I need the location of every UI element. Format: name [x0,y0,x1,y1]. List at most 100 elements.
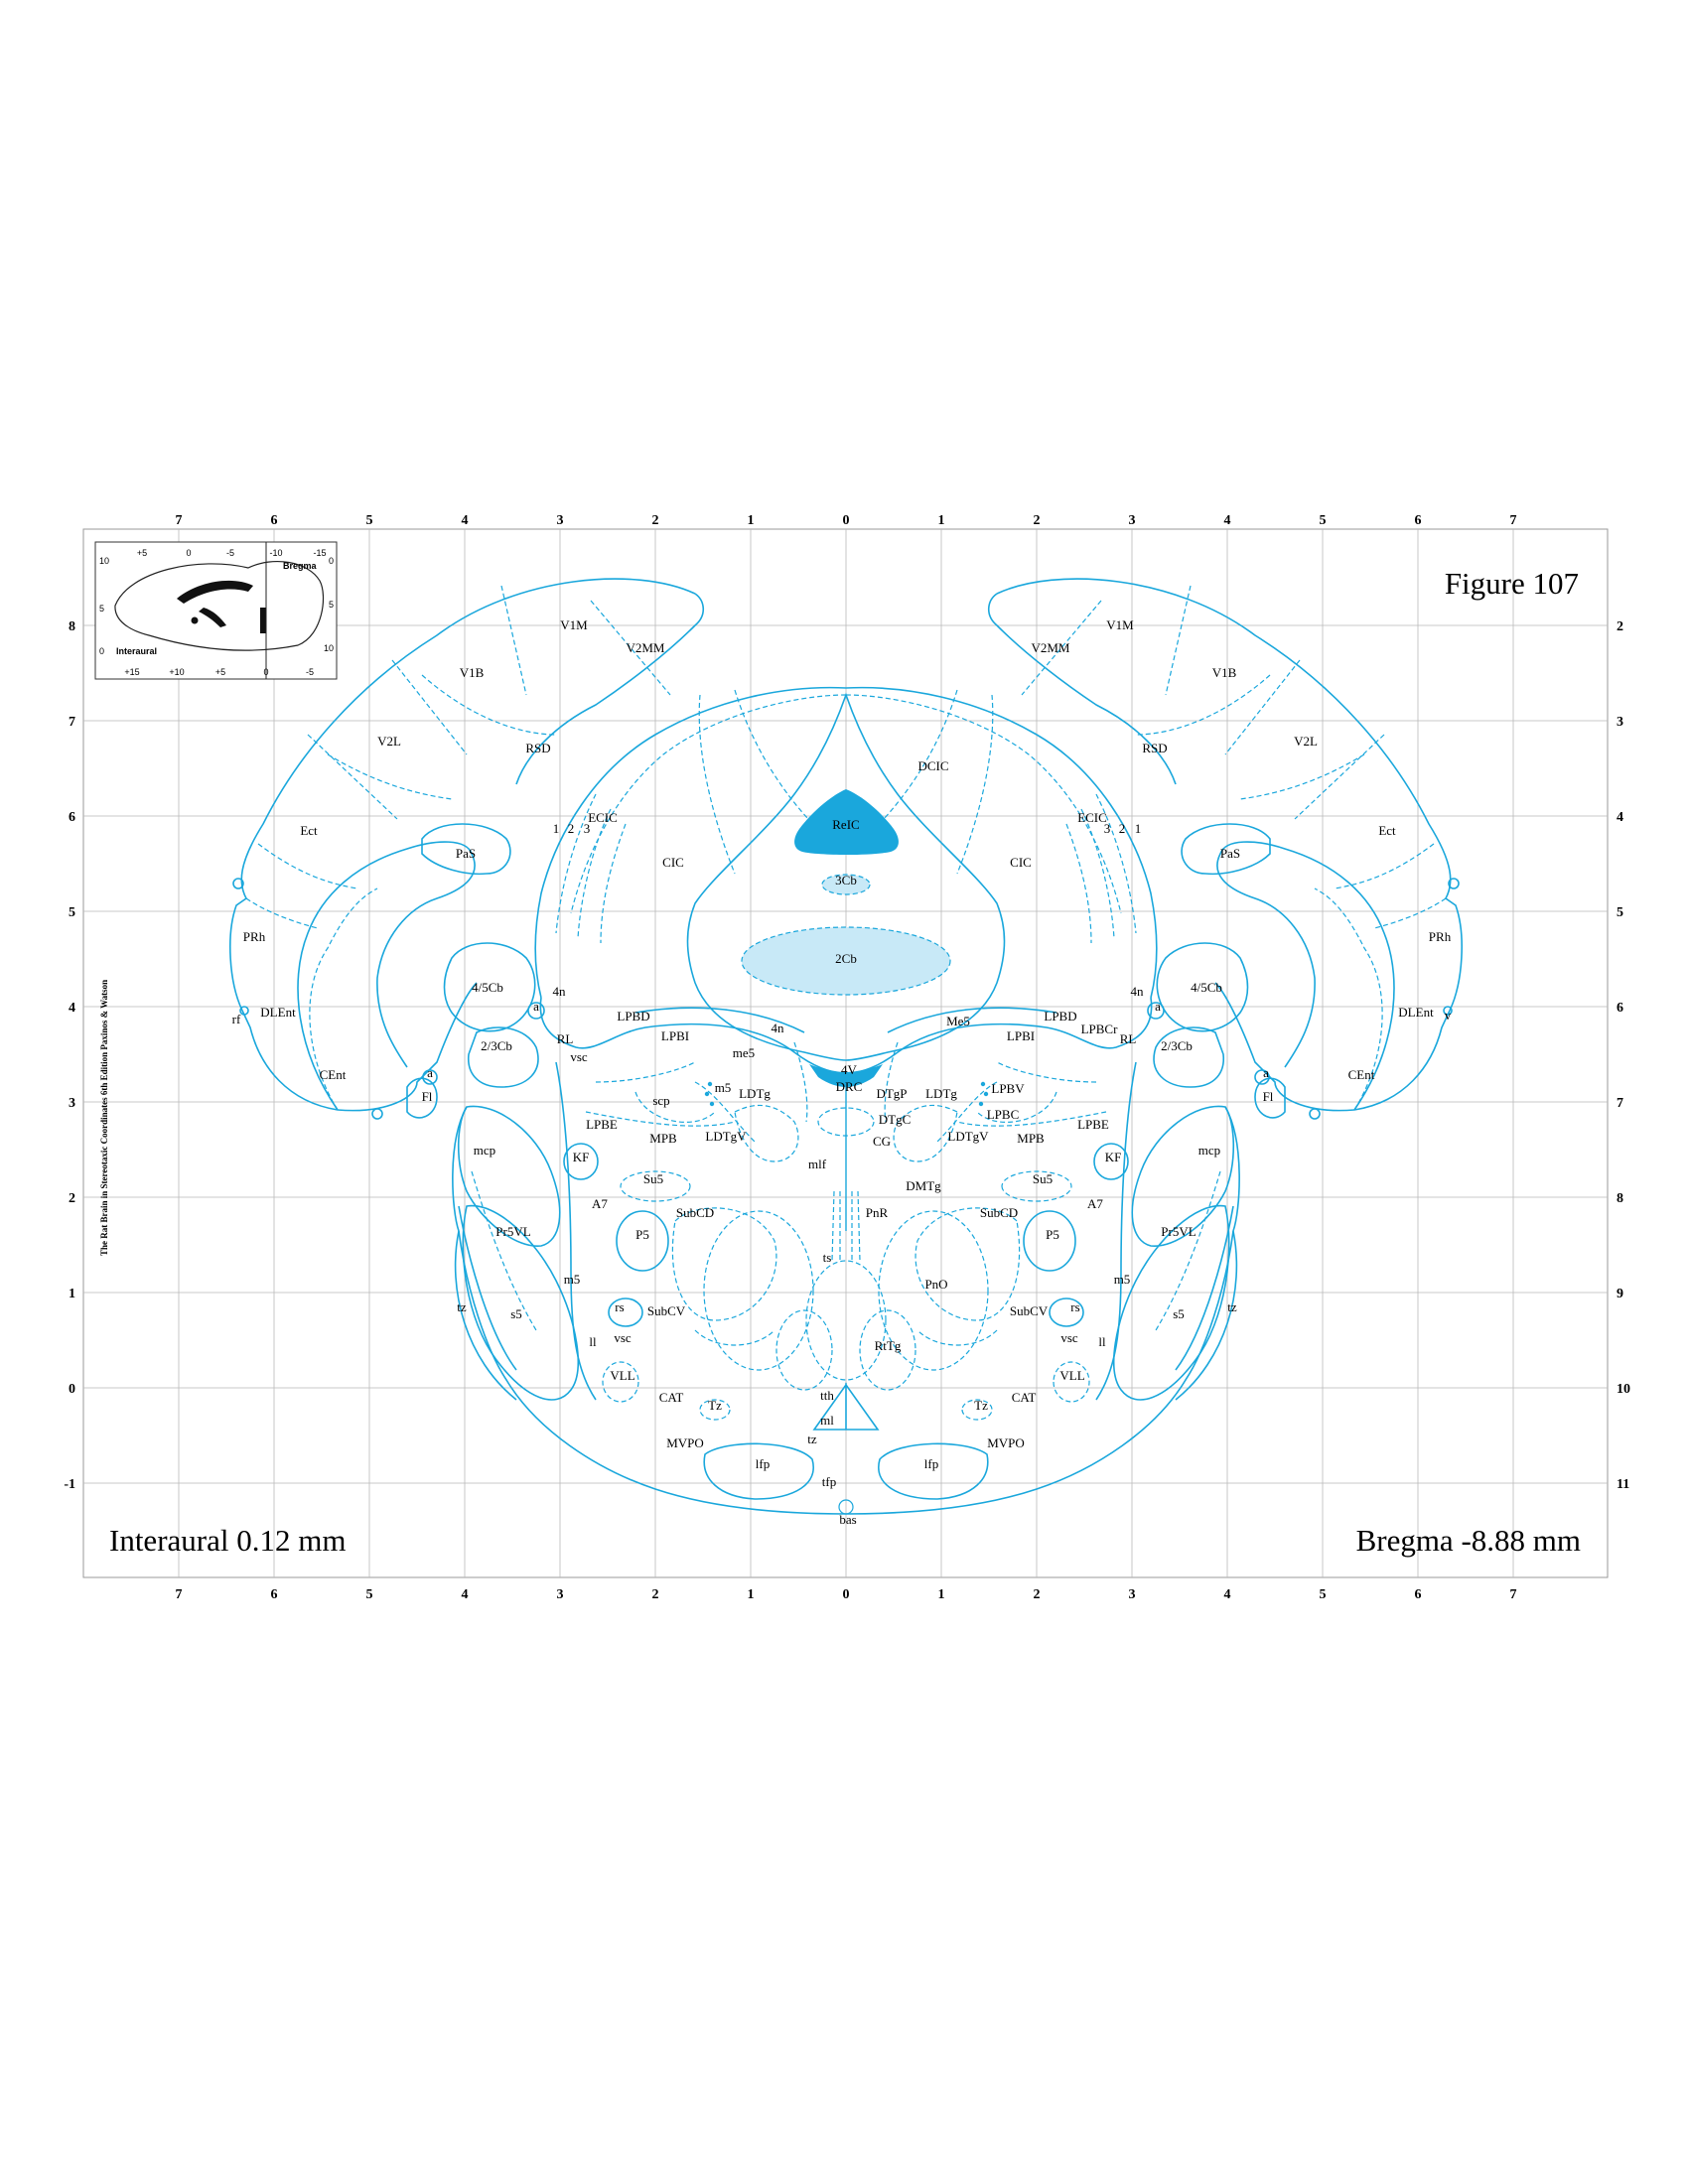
structure-label: CIC [1010,855,1032,870]
structure-label: V2L [1294,734,1318,749]
structure-label: MPB [1017,1131,1045,1146]
structure-label: CAT [1012,1390,1037,1405]
structure-label: scp [652,1093,669,1108]
structure-label: vsc [614,1330,632,1345]
inset-right-label: 10 [324,643,334,653]
inset-top-label: +5 [137,548,147,558]
inset-bottom-label: +15 [124,667,139,677]
inset-left-label: 0 [99,646,104,656]
structure-label: LDTgV [947,1129,989,1144]
structure-label: mcp [474,1143,495,1158]
structure-label: Fl [422,1089,433,1104]
structure-label: 2 [1119,821,1126,836]
left-tick: 2 [69,1191,75,1206]
bottom-tick: 1 [748,1587,755,1602]
structure-label: ts [823,1250,832,1265]
structure-label: V2L [377,734,401,749]
right-tick: 11 [1617,1477,1629,1492]
structure-label: DLEnt [1398,1005,1434,1020]
inset-top-label: -10 [269,548,282,558]
structure-label: RSD [1142,741,1167,755]
structure-label: LPBV [991,1081,1025,1096]
left-tick: 3 [69,1096,75,1111]
right-tick: 5 [1617,905,1623,920]
left-tick: 1 [69,1287,75,1301]
structure-label: ll [1098,1334,1106,1349]
structure-label: 4n [553,984,567,999]
side-credit: The Rat Brain in Stereotaxic Coordinates… [99,980,109,1256]
right-tick: 6 [1617,1001,1623,1016]
inset-top-label: -15 [313,548,326,558]
structure-label: 1 [553,821,560,836]
right-tick: 8 [1617,1191,1623,1206]
left-tick: 6 [69,810,75,825]
structure-label: Tz [708,1398,722,1413]
bottom-tick: 2 [652,1587,659,1602]
structure-label: 2/3Cb [1161,1038,1193,1053]
structure-label: MPB [649,1131,677,1146]
structure-label: me5 [733,1045,755,1060]
structure-label: a [427,1065,433,1080]
structure-label: V1M [1106,617,1134,632]
structure-label: 4n [772,1021,785,1035]
bottom-tick: 4 [1224,1587,1231,1602]
structure-label: rs [615,1299,624,1314]
bottom-tick: 7 [176,1587,183,1602]
structure-label: RL [1120,1031,1137,1046]
structure-label: LPBE [1077,1117,1109,1132]
structure-label: m5 [715,1080,732,1095]
structure-label: 2 [568,821,575,836]
structure-label: s5 [1173,1306,1185,1321]
bottom-tick: 5 [366,1587,373,1602]
structure-label: Ect [300,823,318,838]
structure-label: RSD [525,741,550,755]
left-tick: -1 [64,1477,75,1492]
structure-label: DLEnt [260,1005,296,1020]
inset-right-label: 5 [329,600,334,610]
top-tick: 1 [938,513,945,528]
right-tick: 7 [1617,1096,1623,1111]
structure-label: 4/5Cb [472,980,503,995]
structure-label: 3 [584,821,591,836]
structure-label: Pr5VL [495,1224,530,1239]
bottom-tick: 3 [557,1587,564,1602]
top-tick: 5 [366,513,373,528]
bottom-tick: 6 [1415,1587,1422,1602]
structure-label: ECIC [588,810,618,825]
left-tick: 5 [69,905,75,920]
structure-label: CAT [659,1390,684,1405]
structure-label: DRC [836,1079,863,1094]
structure-label: Su5 [1033,1171,1053,1186]
structure-label: KF [573,1150,590,1164]
structure-label: RL [557,1031,574,1046]
structure-label: m5 [1114,1272,1131,1287]
3cb-region [821,874,871,895]
structure-label: tz [1227,1299,1237,1314]
midline-structures [634,692,1057,1515]
structure-label: LDTg [925,1086,957,1101]
structure-label: LDTg [739,1086,771,1101]
structure-label: A7 [1087,1196,1103,1211]
right-tick: 9 [1617,1287,1623,1301]
4v-region [809,1064,883,1087]
frame [82,528,1609,1578]
structure-label: rf [232,1012,241,1026]
structure-label: V1M [560,617,588,632]
structure-label: Fl [1263,1089,1274,1104]
structure-label: PRh [243,929,266,944]
structure-label: DTgP [876,1086,907,1101]
structure-label: ll [589,1334,597,1349]
structure-label: Pr5VL [1161,1224,1196,1239]
structure-label: DMTg [906,1178,941,1193]
structure-label: s5 [510,1306,522,1321]
bottom-tick: 7 [1510,1587,1517,1602]
structure-label: 3Cb [835,873,857,887]
structure-label: PaS [456,846,476,861]
right-tick: 10 [1617,1382,1630,1397]
structure-label: P5 [1046,1227,1059,1242]
structure-label: CIC [662,855,684,870]
structure-label: CEnt [320,1067,347,1082]
structure-label: a [1155,999,1161,1014]
2cb-region [741,926,951,996]
